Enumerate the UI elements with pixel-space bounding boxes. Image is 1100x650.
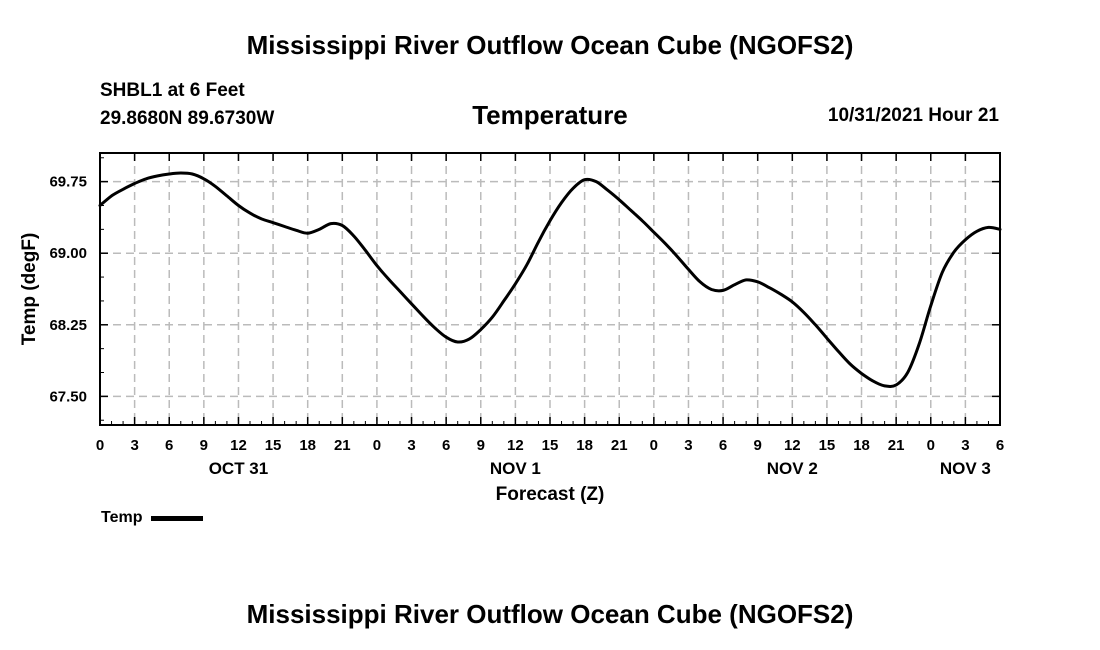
x-tick-label: 18 <box>576 437 593 454</box>
y-tick-label: 67.50 <box>49 388 87 405</box>
y-tick-label: 68.25 <box>49 317 87 334</box>
x-tick-label: 0 <box>650 437 658 454</box>
x-tick-label: 0 <box>927 437 935 454</box>
legend-line-swatch <box>151 515 204 521</box>
plot-area-frame <box>99 152 1001 426</box>
x-tick-label: 9 <box>477 437 485 454</box>
x-tick-label: 3 <box>684 437 692 454</box>
temp-series-line <box>98 171 1002 388</box>
x-tick-label: 12 <box>784 437 801 454</box>
x-tick-label: 6 <box>996 437 1004 454</box>
x-tick-label: 0 <box>96 437 104 454</box>
x-tick-label: 21 <box>334 437 351 454</box>
x-tick-label: 15 <box>819 437 836 454</box>
x-tick-label: 15 <box>542 437 559 454</box>
x-tick-label: 9 <box>200 437 208 454</box>
chart-footer-title: Mississippi River Outflow Ocean Cube (NG… <box>246 599 854 629</box>
x-tick-label: 12 <box>230 437 247 454</box>
x-tick-label: 21 <box>888 437 905 454</box>
station-info: SHBL1 at 6 Feet 29.8680N 89.6730W <box>100 77 274 133</box>
grid-lines <box>100 153 1000 425</box>
x-axis-title: Forecast (Z) <box>496 484 605 505</box>
axis-labels: 0 3 6 9 12 15 18 21 0 3 6 9 12 15 18 21 0 3 6 9 12 15 18 21 0 3 6 O… <box>49 174 1004 478</box>
chart-legend: Temp <box>101 509 204 527</box>
x-tick-label: 15 <box>265 437 282 454</box>
x-date-label: NOV 1 <box>490 459 541 478</box>
x-date-label: OCT 31 <box>209 459 269 478</box>
chart-main-title: Mississippi River Outflow Ocean Cube (NG… <box>246 30 854 60</box>
y-tick-label: 69.00 <box>49 245 87 262</box>
x-tick-label: 3 <box>130 437 138 454</box>
y-axis-title: Temp (degF) <box>19 233 40 346</box>
station-coordinates: 29.8680N 89.6730W <box>100 108 275 129</box>
x-tick-label: 3 <box>961 437 969 454</box>
x-tick-label: 21 <box>611 437 628 454</box>
x-tick-label: 6 <box>442 437 450 454</box>
y-tick-label: 69.75 <box>49 174 87 191</box>
x-tick-label: 0 <box>373 437 381 454</box>
station-name: SHBL1 at 6 Feet <box>100 80 245 101</box>
forecast-datetime: 10/31/2021 Hour 21 <box>827 105 999 126</box>
x-tick-label: 18 <box>299 437 316 454</box>
variable-title: Temperature <box>472 100 628 130</box>
x-tick-label: 9 <box>754 437 762 454</box>
x-date-label: NOV 2 <box>767 459 818 478</box>
x-tick-label: 6 <box>719 437 727 454</box>
x-tick-label: 18 <box>853 437 870 454</box>
x-tick-label: 6 <box>165 437 173 454</box>
legend-label: Temp <box>101 509 143 526</box>
x-tick-label: 3 <box>407 437 415 454</box>
x-date-label: NOV 3 <box>940 459 991 478</box>
x-tick-label: 12 <box>507 437 524 454</box>
